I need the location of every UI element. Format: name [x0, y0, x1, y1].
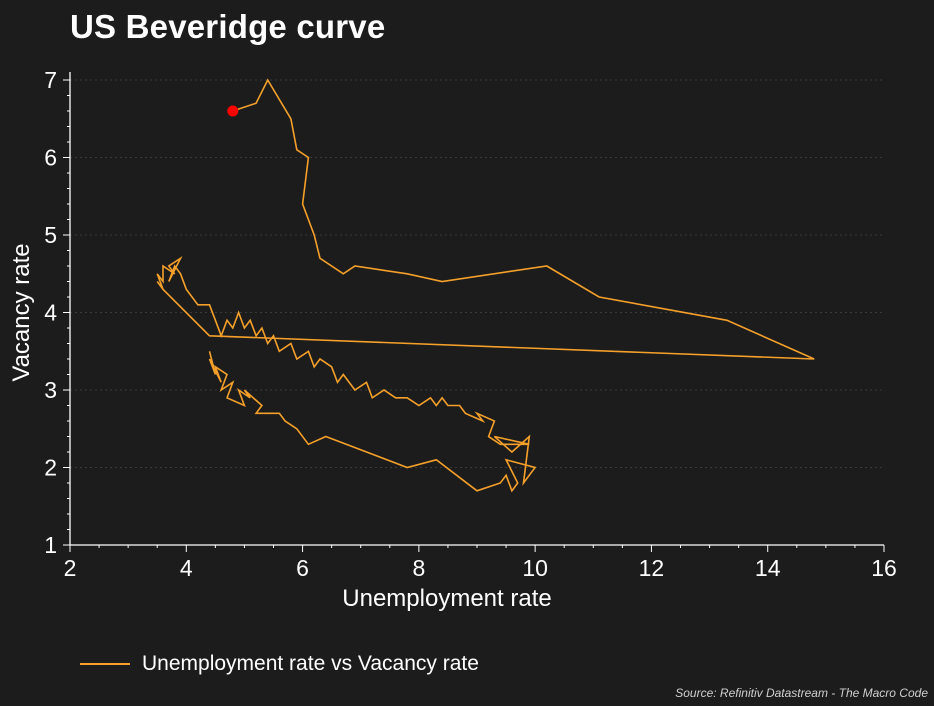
x-tick-label-2: 2	[64, 555, 77, 581]
x-tick-label-8: 8	[412, 555, 425, 581]
legend-label: Unemployment rate vs Vacancy rate	[142, 652, 479, 675]
latest-point-marker	[227, 105, 239, 117]
legend: Unemployment rate vs Vacancy rate	[80, 652, 479, 676]
chart-title: US Beveridge curve	[70, 8, 386, 45]
series-line-0	[156, 78, 815, 493]
y-axis-label: Vacancy rate	[8, 243, 35, 381]
y-tick-label-6: 6	[44, 145, 57, 171]
y-tick-label-5: 5	[44, 222, 57, 248]
y-tick-label-7: 7	[44, 67, 57, 93]
x-axis-label: Unemployment rate	[342, 585, 551, 612]
y-tick-label-3: 3	[44, 377, 57, 403]
x-tick-label-4: 4	[180, 555, 193, 581]
x-tick-label-12: 12	[639, 555, 665, 581]
y-tick-label-2: 2	[44, 455, 57, 481]
y-tick-label-4: 4	[44, 300, 57, 326]
source-note: Source: Refinitiv Datastream - The Macro…	[675, 686, 928, 700]
x-tick-label-14: 14	[755, 555, 781, 581]
y-tick-label-1: 1	[44, 532, 57, 558]
legend-line-swatch	[80, 663, 130, 665]
x-tick-label-16: 16	[871, 555, 897, 581]
x-tick-label-6: 6	[296, 555, 309, 581]
x-tick-label-10: 10	[522, 555, 548, 581]
